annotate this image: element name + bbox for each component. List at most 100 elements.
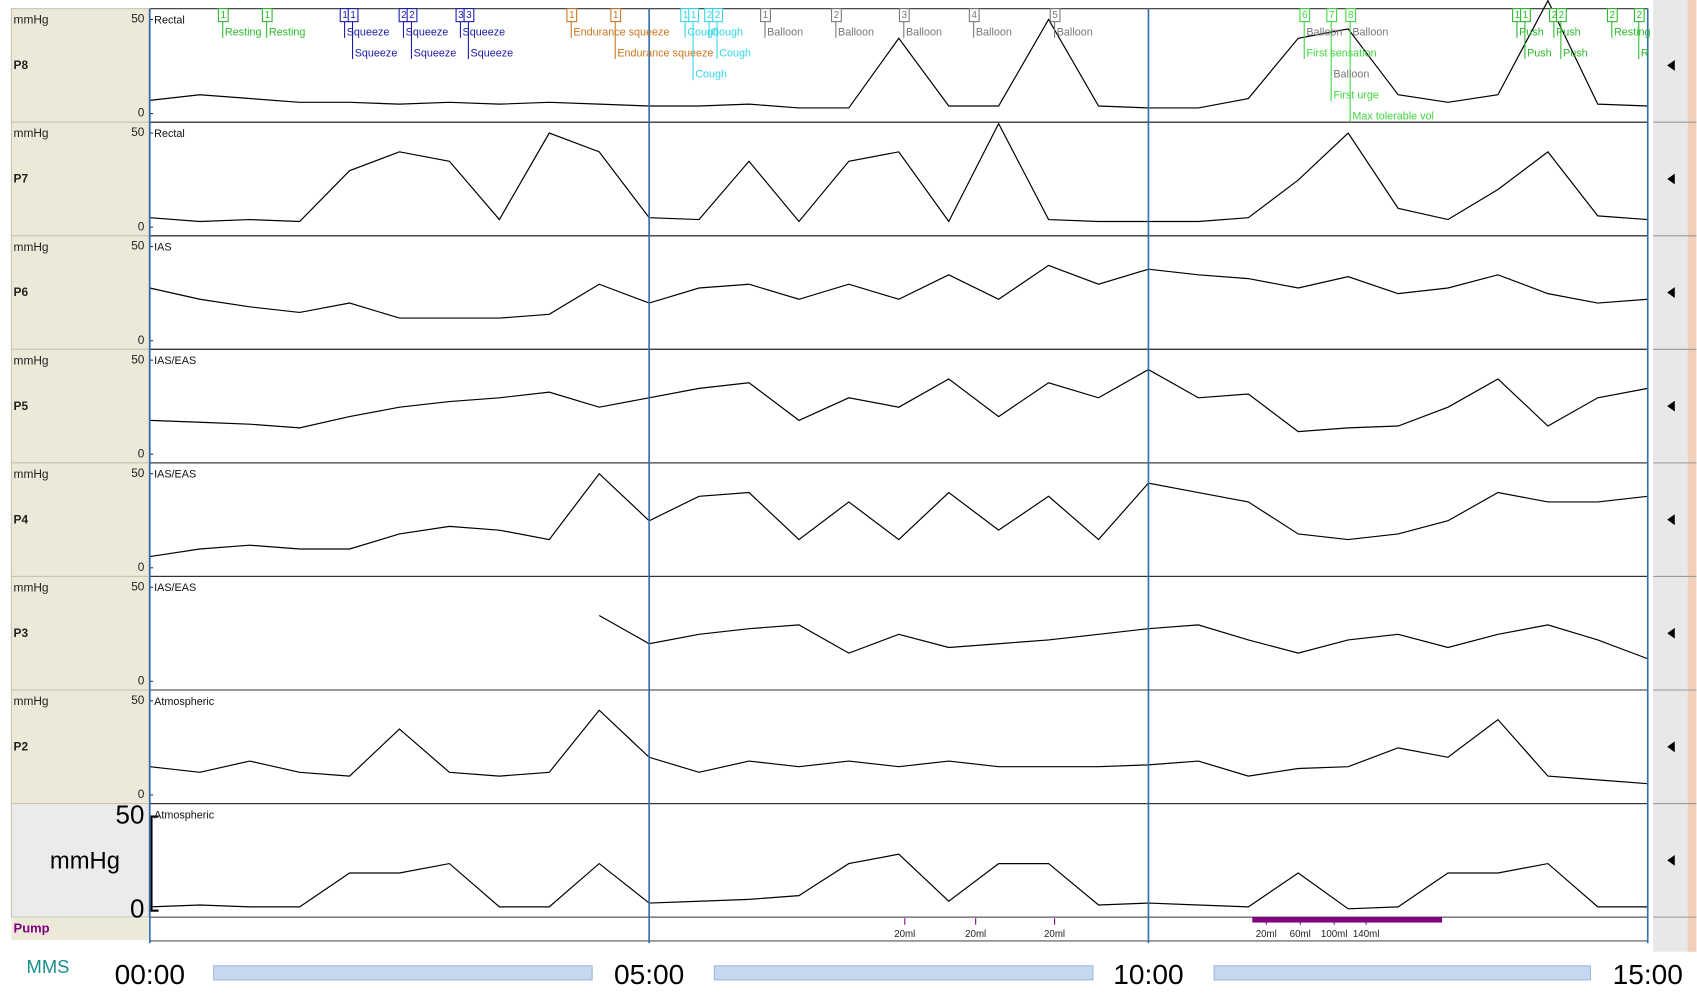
pressure-trace [149,853,1648,910]
event-marker-label: 2 [409,10,414,21]
channel-label-panel [10,348,150,464]
site-label: IAS/EAS [154,582,196,594]
y-tick-label: 0 [138,673,145,687]
event-marker-label: 1 [1515,10,1520,21]
event-marker-label: 1 [342,10,347,21]
channel-name: P7 [14,172,29,186]
event-marker-label: 1 [683,10,688,21]
event-label: Resting [1614,26,1651,38]
event-label: Squeeze [414,47,457,59]
event-label: Squeeze [471,47,514,59]
channel-label-panel [10,235,150,350]
pressure-trace [149,0,1648,109]
unit-label: mmHg [14,13,49,27]
scrollbar[interactable] [1213,965,1591,981]
event-marker-label: 2 [401,10,406,21]
scrollbar[interactable] [213,965,593,981]
side-arrow [1667,627,1675,639]
unit-label: mmHg [14,126,49,140]
scrollbar[interactable] [713,965,1094,981]
side-arrow [1667,60,1675,71]
event-label: Squeeze [355,47,398,59]
event-marker-label: 6 [1302,10,1307,21]
channel-name: P4 [14,512,29,526]
event-label: Endurance squeeze [573,26,669,38]
event-marker-label: 1 [613,10,618,21]
time-tick-label: 00:00 [115,959,185,990]
pump-volume: 140ml [1353,929,1379,940]
pump-volume: 20ml [965,929,986,940]
y-tick-label: 0 [138,560,145,574]
event-marker-label: 1 [221,10,226,21]
pressure-trace [149,472,1648,558]
y-tick-label: 50 [131,125,145,139]
time-tick-label: 05:00 [614,959,684,990]
unit-label: mmHg [14,467,49,481]
site-label: Rectal [154,128,185,140]
unit-label: mmHg [50,847,120,874]
pump-volume: 20ml [1044,929,1065,940]
side-arrow [1667,854,1675,866]
event-label: Cough [687,26,719,38]
event-label: Cough [695,68,727,80]
event-marker-label: 1 [350,10,355,21]
channel-label-panel [10,575,150,691]
event-label: Balloon [1057,26,1093,38]
channel-name: P5 [14,399,29,413]
y-tick-label: 0 [138,333,145,347]
event-label: Balloon [976,26,1012,38]
pump-volume: 20ml [894,929,915,940]
channel-name: P3 [14,626,29,640]
event-label: Push [1556,26,1581,38]
channel-name: P6 [14,285,29,299]
event-marker-label: 2 [1552,10,1557,21]
event-label: Squeeze [463,26,506,38]
event-marker-label: 1 [691,10,696,21]
site-label: Atmospheric [154,696,215,708]
unit-label: mmHg [14,580,49,594]
event-marker-label: 3 [458,10,463,21]
time-tick-label: 15:00 [1613,959,1683,990]
y-tick-label: 50 [131,466,145,480]
time-tick-label: 10:00 [1113,959,1183,990]
pressure-trace [598,614,1648,660]
y-tick-label: 0 [138,787,145,801]
event-label: Push [1519,26,1544,38]
event-marker-label: 2 [707,10,712,21]
channel-label-panel [10,462,150,577]
event-label: Cough [711,26,743,38]
event-label: Squeeze [347,26,390,38]
y-tick-label: 50 [131,239,145,253]
side-arrow [1667,287,1675,298]
logo-box [11,953,83,983]
event-marker-label: 2 [1559,10,1564,21]
logo: MMS [27,956,70,977]
event-marker-label: 2 [715,10,720,21]
side-panel-edge [1687,0,1697,952]
pressure-trace [149,709,1648,785]
event-marker-label: 2 [1610,10,1615,21]
event-label: Balloon [1333,68,1369,80]
event-label: Endurance squeeze [617,47,713,59]
y-tick-label: 50 [131,12,145,26]
pump-volume: 100ml [1321,929,1347,940]
side-arrow [1667,173,1675,185]
event-label: Balloon [767,26,803,38]
side-arrow [1667,514,1675,526]
event-marker-label: 3 [466,10,471,21]
event-marker-label: 3 [902,10,907,21]
event-marker-label: 2 [834,10,839,21]
unit-label: mmHg [14,694,49,708]
pump-bar [1252,917,1443,923]
site-label: IAS/EAS [154,469,196,481]
pressure-trace [149,264,1648,319]
event-label: Max tolerable vol [1352,111,1434,123]
side-arrow [1667,741,1675,753]
site-label: Atmospheric [154,809,215,821]
channel-label-panel [10,689,150,805]
event-marker-label: 4 [972,10,978,21]
event-label: Balloon [906,26,942,38]
channel-label-panel [10,121,150,237]
